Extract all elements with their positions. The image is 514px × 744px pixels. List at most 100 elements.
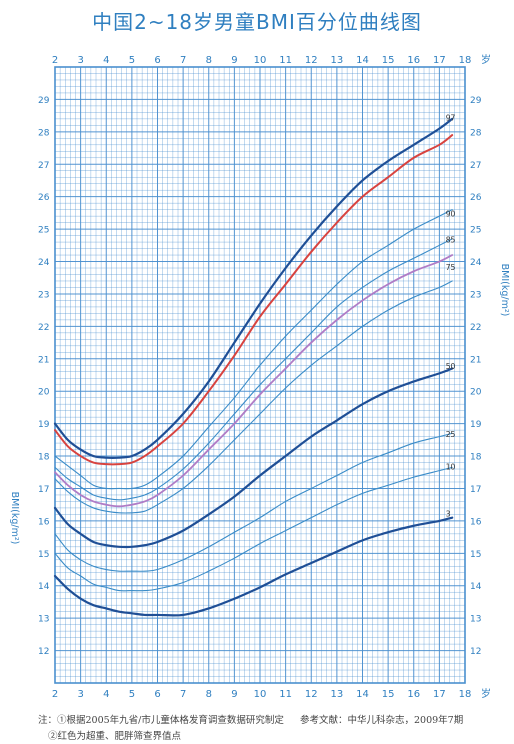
x-tick-label: 3: [77, 55, 83, 66]
y-tick-label: 16: [470, 517, 482, 527]
percentile-labels: 97 90 85 75 50 25 10 3: [446, 114, 456, 519]
percentile-curve-p50: [53, 367, 454, 549]
x-tick-label: 8: [206, 55, 212, 66]
percentile-curve-p10: [54, 466, 453, 592]
y-tick-label: 26: [38, 193, 50, 203]
x-tick-label: 15: [382, 689, 395, 700]
y-tick-label: 23: [470, 290, 481, 300]
y-tick-label: 12: [38, 647, 49, 657]
x-tick-label: 12: [305, 689, 318, 700]
y-tick-label: 21: [470, 355, 481, 365]
percentile-label-p97: 97: [446, 114, 456, 123]
major-grid: [54, 66, 466, 684]
y-tick-label: 19: [470, 420, 482, 430]
percentile-label-p75: 75: [446, 263, 456, 272]
y-tick-label: 25: [38, 226, 49, 236]
percentile-curve-p97: [53, 117, 454, 459]
x-tick-label: 16: [407, 55, 420, 66]
y-tick-label: 19: [38, 420, 50, 430]
y-tick-label: 13: [470, 615, 481, 625]
x-tick-label: 12: [305, 55, 318, 66]
x-tick-label: 14: [356, 55, 369, 66]
x-unit-label-top: 岁: [481, 53, 491, 66]
y-tick-label: 20: [470, 388, 482, 398]
y-tick-label: 26: [470, 193, 482, 203]
y-tick-label: 25: [470, 226, 481, 236]
percentile-curve-p3: [53, 516, 454, 617]
y-tick-label: 23: [38, 290, 49, 300]
x-tick-label: 10: [254, 689, 267, 700]
footnote-2: ②红色为超重、肥胖筛查界值点: [48, 731, 182, 742]
y-tick-label: 13: [38, 615, 49, 625]
y-tick-label: 27: [38, 161, 49, 171]
y-tick-label: 15: [470, 550, 481, 560]
percentile-label-p3: 3: [446, 509, 451, 518]
x-tick-label: 6: [154, 689, 160, 700]
chart-title: 中国2~18岁男童BMI百分位曲线图: [92, 10, 422, 34]
y-tick-label: 24: [38, 258, 50, 268]
percentile-curve-p85: [54, 238, 453, 501]
x-tick-label: 11: [279, 55, 292, 66]
y-tick-label: 17: [38, 485, 49, 495]
x-unit-label-bottom: 岁: [481, 687, 491, 700]
x-tick-label: 15: [382, 55, 395, 66]
y-tick-label: 28: [38, 128, 50, 138]
x-tick-label: 5: [129, 55, 135, 66]
percentile-label-p10: 10: [446, 462, 456, 471]
x-tick-label: 2: [52, 55, 58, 66]
x-tick-label: 6: [154, 55, 160, 66]
y-tick-label: 18: [470, 453, 482, 463]
x-tick-label: 17: [433, 55, 446, 66]
percentile-curve-p90: [54, 209, 453, 490]
y-tick-label: 14: [38, 582, 50, 592]
percentile-label-p90: 90: [446, 209, 456, 218]
x-tick-label: 7: [180, 55, 186, 66]
footnote-1: 注：①根据2005年九省/市儿童体格发育调查数据研究制定: [38, 715, 284, 726]
y-tick-label: 20: [38, 388, 50, 398]
percentile-curves: [53, 117, 454, 617]
x-tick-labels-bottom: 2 3 4 5 6 7 8 9 10 11 12 13 14 15 16 17 18: [52, 689, 472, 700]
y-tick-label: 17: [470, 485, 481, 495]
y-tick-label: 24: [470, 258, 482, 268]
x-tick-label: 7: [180, 689, 186, 700]
y-tick-label: 12: [470, 647, 481, 657]
x-tick-label: 14: [356, 689, 369, 700]
cutoff-curve-obesity: [54, 134, 454, 466]
y-tick-label: 22: [38, 323, 49, 333]
x-tick-label: 18: [459, 55, 472, 66]
x-tick-label: 16: [407, 689, 420, 700]
x-tick-label: 9: [231, 689, 237, 700]
percentile-label-p85: 85: [446, 235, 456, 244]
x-tick-label: 9: [231, 55, 237, 66]
y-axis-label-right: BMI(kg/m²): [499, 264, 510, 317]
x-tick-label: 10: [254, 55, 267, 66]
y-tick-label: 27: [470, 161, 481, 171]
percentile-curve-p75: [54, 280, 453, 514]
x-tick-label: 17: [433, 689, 446, 700]
y-tick-label: 21: [38, 355, 49, 365]
x-tick-label: 13: [331, 55, 344, 66]
y-tick-label: 18: [38, 453, 50, 463]
x-tick-label: 4: [103, 689, 109, 700]
percentile-label-p25: 25: [446, 430, 456, 439]
y-tick-label: 29: [38, 96, 50, 106]
x-tick-label: 3: [77, 689, 83, 700]
x-tick-label: 8: [206, 689, 212, 700]
percentile-curve-p25: [54, 432, 453, 572]
percentile-label-p50: 50: [446, 362, 456, 371]
x-tick-labels-top: 2 3 4 5 6 7 8 9 10 11 12 13 14 15 16 17 18: [52, 55, 472, 66]
y-tick-labels-left: 12 13 14 15 16 17 18 19 20 21 22 23 24 25 26 27 28 29: [38, 96, 50, 657]
x-tick-label: 11: [279, 689, 292, 700]
x-tick-label: 2: [52, 689, 58, 700]
y-tick-label: 22: [470, 323, 481, 333]
y-tick-label: 16: [38, 517, 50, 527]
y-tick-label: 29: [470, 96, 482, 106]
y-tick-label: 28: [470, 128, 482, 138]
y-tick-labels-right: 12 13 14 15 16 17 18 19 20 21 22 23 24 25 26 27 28 29: [470, 96, 482, 657]
y-axis-label-left: BMI(kg/m²): [9, 492, 20, 545]
footnote-reference: 参考文献：中华儿科杂志，2009年7期: [300, 715, 464, 726]
x-tick-label: 4: [103, 55, 109, 66]
y-tick-label: 14: [470, 582, 482, 592]
x-tick-label: 5: [129, 689, 135, 700]
